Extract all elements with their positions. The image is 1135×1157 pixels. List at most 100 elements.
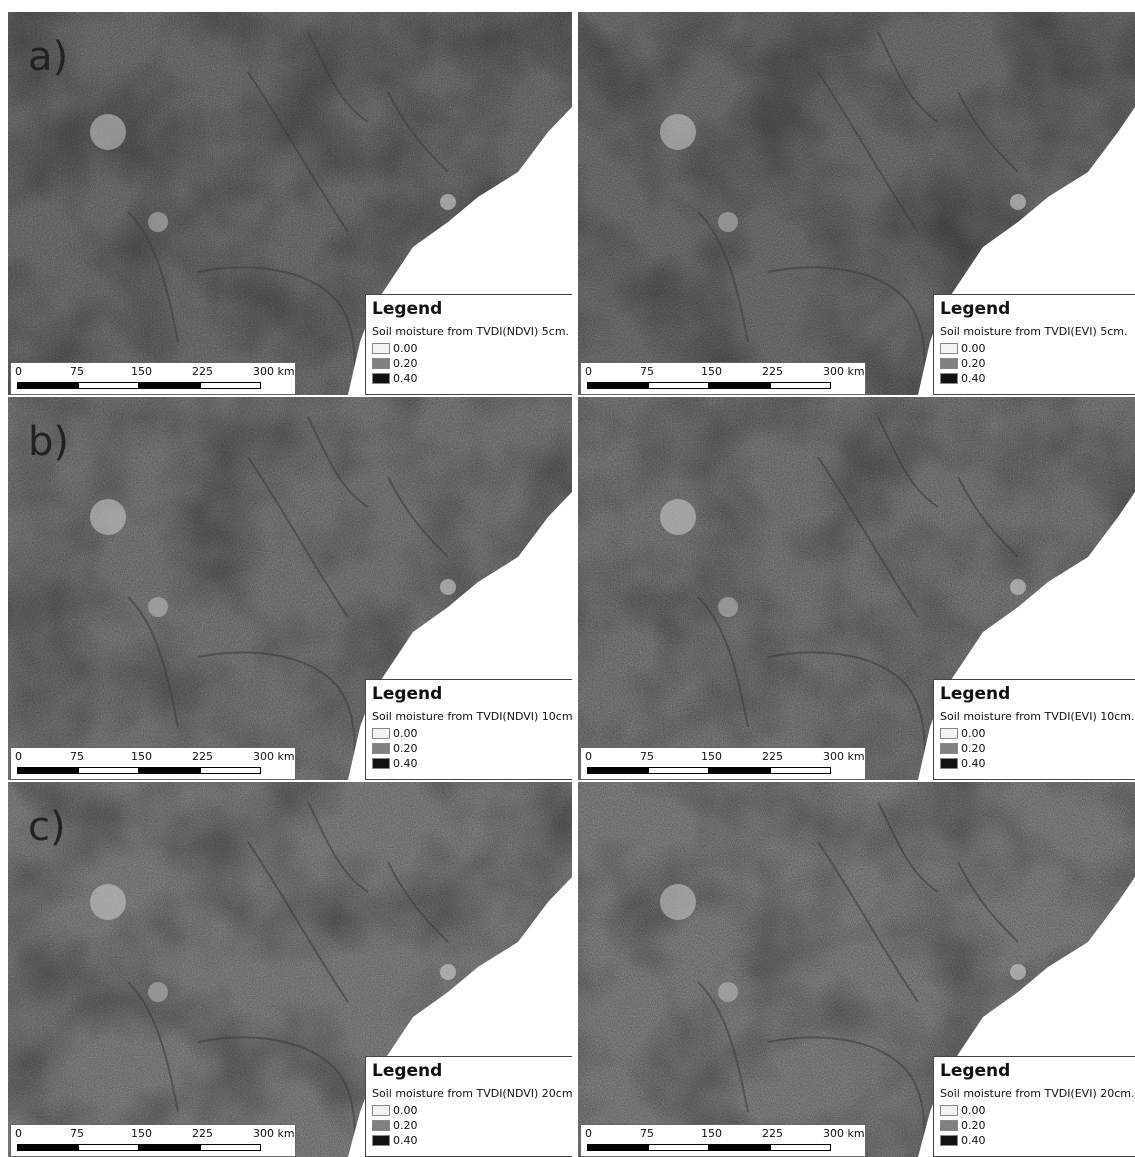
legend-swatch [372, 758, 390, 769]
legend-label: 0.20 [393, 357, 418, 370]
legend-item: 0.40 [940, 756, 1135, 771]
legend-subtitle: Soil moisture from TVDI(EVI) 10cm. [940, 710, 1135, 723]
legend-swatch [372, 743, 390, 754]
scale-label: 225 [762, 750, 783, 763]
map-panel: a) Legend Soil moisture from TVDI(NDVI) 5c… [8, 12, 572, 395]
scale-label: 0 [585, 365, 592, 378]
legend-subtitle: Soil moisture from TVDI(EVI) 20cm. [940, 1087, 1135, 1100]
scale-label: 75 [70, 750, 84, 763]
scale-segment [200, 1144, 261, 1151]
legend-label: 0.20 [393, 1119, 418, 1132]
scale-segment [78, 767, 139, 774]
legend-label: 0.40 [961, 1134, 986, 1147]
legend-label: 0.20 [961, 1119, 986, 1132]
legend-label: 0.00 [393, 342, 418, 355]
scale-segment [17, 767, 78, 774]
scale-segment [587, 767, 648, 774]
legend-item: 0.20 [372, 741, 568, 756]
legend-title: Legend [940, 1061, 1135, 1081]
legend-item: 0.00 [940, 341, 1135, 356]
legend-item: 0.20 [940, 1118, 1135, 1133]
legend-item: 0.40 [372, 756, 568, 771]
legend-title: Legend [372, 299, 568, 319]
scale-segment [770, 767, 831, 774]
legend-item: 0.00 [940, 726, 1135, 741]
panel-label: c) [28, 804, 66, 850]
legend-subtitle: Soil moisture from TVDI(NDVI) 10cm. [372, 710, 568, 723]
scale-label: 225 [192, 750, 213, 763]
scale-label: 225 [192, 365, 213, 378]
legend-label: 0.40 [961, 757, 986, 770]
legend-swatch [940, 728, 958, 739]
legend-swatch [940, 1135, 958, 1146]
scale-label: 75 [70, 1127, 84, 1140]
legend-item: 0.40 [940, 371, 1135, 386]
scale-segment [139, 382, 200, 389]
legend-item: 0.20 [940, 356, 1135, 371]
scale-segment [587, 1144, 648, 1151]
scale-segment [587, 382, 648, 389]
legend-label: 0.40 [393, 1134, 418, 1147]
scale-segment [648, 1144, 709, 1151]
figure: a) Legend Soil moisture from TVDI(NDVI) 5c… [0, 0, 1135, 1157]
scale-segment [709, 382, 770, 389]
legend-item: 0.20 [372, 356, 568, 371]
legend-label: 0.40 [393, 757, 418, 770]
legend-label: 0.20 [961, 357, 986, 370]
scale-segment [648, 382, 709, 389]
legend-item: 0.00 [372, 1103, 568, 1118]
scale-label: 300 km [823, 1127, 865, 1140]
legend-swatch [940, 1120, 958, 1131]
legend-item: 0.40 [372, 371, 568, 386]
scale-label: 150 [701, 750, 722, 763]
scale-segment [78, 1144, 139, 1151]
legend-label: 0.20 [393, 742, 418, 755]
legend-swatch [372, 373, 390, 384]
legend-title: Legend [940, 684, 1135, 704]
legend-swatch [940, 758, 958, 769]
scale-segment [17, 1144, 78, 1151]
scale-segment [200, 767, 261, 774]
scale-label: 150 [131, 365, 152, 378]
panel-label: a) [28, 34, 68, 80]
scale-segment [770, 1144, 831, 1151]
legend-label: 0.00 [393, 727, 418, 740]
scale-label: 300 km [823, 750, 865, 763]
panel-label: b) [28, 419, 69, 465]
legend-label: 0.00 [393, 1104, 418, 1117]
legend: Legend Soil moisture from TVDI(NDVI) 5cm.… [365, 294, 572, 395]
scale-label: 0 [585, 1127, 592, 1140]
scale-label: 150 [701, 1127, 722, 1140]
scale-label: 150 [701, 365, 722, 378]
scale-label: 75 [640, 750, 654, 763]
scale-label: 0 [15, 750, 22, 763]
scale-label: 150 [131, 1127, 152, 1140]
legend-label: 0.00 [961, 342, 986, 355]
legend-swatch [940, 1105, 958, 1116]
scale-segment [139, 767, 200, 774]
legend-subtitle: Soil moisture from TVDI(NDVI) 5cm. [372, 325, 568, 338]
scale-segment [770, 382, 831, 389]
legend-swatch [372, 343, 390, 354]
scale-label: 300 km [253, 750, 295, 763]
scale-label: 0 [15, 1127, 22, 1140]
scale-label: 225 [762, 365, 783, 378]
legend-swatch [372, 358, 390, 369]
scale-label: 300 km [253, 1127, 295, 1140]
scale-segment [648, 767, 709, 774]
legend-swatch [940, 373, 958, 384]
legend-item: 0.20 [372, 1118, 568, 1133]
legend-swatch [372, 1135, 390, 1146]
scale-segment [139, 1144, 200, 1151]
scale-segment [200, 382, 261, 389]
